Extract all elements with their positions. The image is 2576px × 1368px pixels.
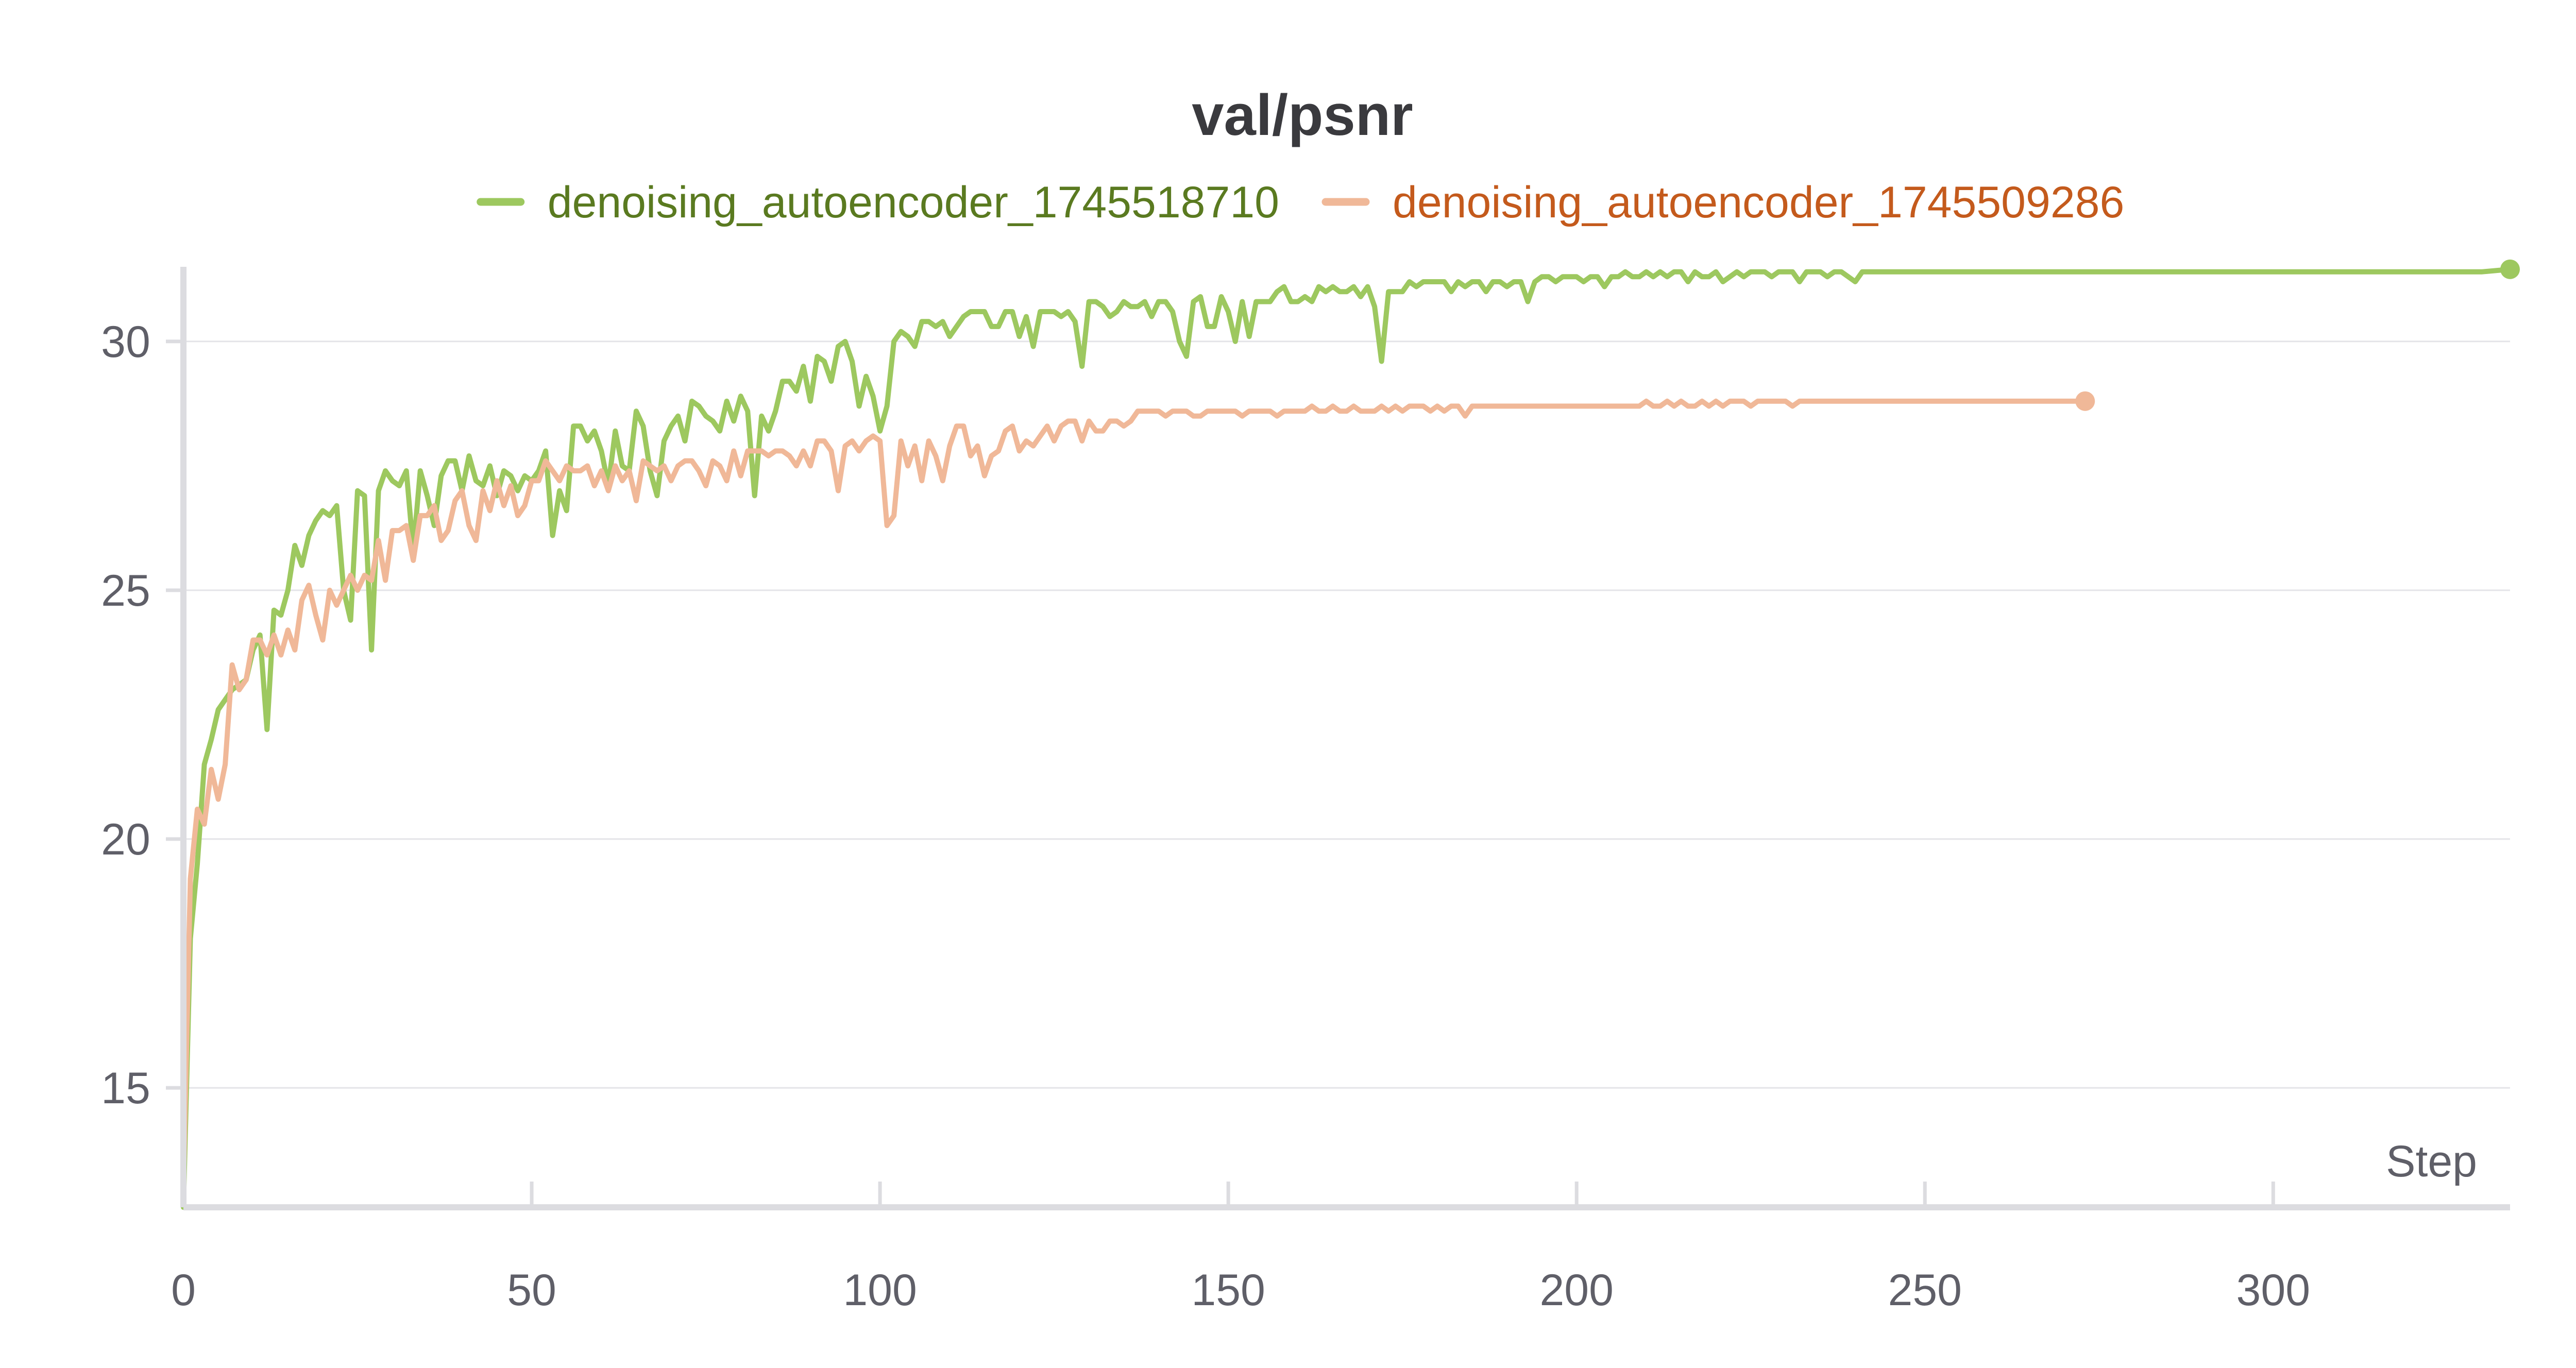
chart-title: val/psnr xyxy=(1192,83,1413,147)
series-lines xyxy=(181,259,2520,1210)
gridlines xyxy=(183,340,2510,1089)
series-line-1 xyxy=(181,398,2088,1190)
series-endpoint-0 xyxy=(2500,259,2520,279)
x-tick-label: 50 xyxy=(507,1266,556,1315)
x-axis-label: Step xyxy=(2386,1137,2477,1186)
legend-label: denoising_autoencoder_1745509286 xyxy=(1393,178,2124,227)
x-tick-label: 100 xyxy=(843,1266,917,1315)
legend-item-0[interactable]: denoising_autoencoder_1745518710 xyxy=(477,178,1279,227)
y-tick-label: 15 xyxy=(101,1064,150,1113)
x-tick-label: 300 xyxy=(2236,1266,2311,1315)
legend-item-1[interactable]: denoising_autoencoder_1745509286 xyxy=(1321,178,2124,227)
series-line-0 xyxy=(181,266,2513,1210)
legend: denoising_autoencoder_1745518710 denoisin… xyxy=(477,178,2124,227)
x-tick-label: 0 xyxy=(171,1266,196,1315)
y-tick-label: 25 xyxy=(101,566,150,615)
series-endpoint-1 xyxy=(2075,391,2095,411)
x-tick-label: 200 xyxy=(1539,1266,1614,1315)
y-tick-label: 20 xyxy=(101,815,150,864)
x-tick-label: 150 xyxy=(1191,1266,1265,1315)
x-tick-label: 250 xyxy=(1888,1266,1962,1315)
y-tick-label: 30 xyxy=(101,317,150,367)
legend-label: denoising_autoencoder_1745518710 xyxy=(548,178,1279,227)
